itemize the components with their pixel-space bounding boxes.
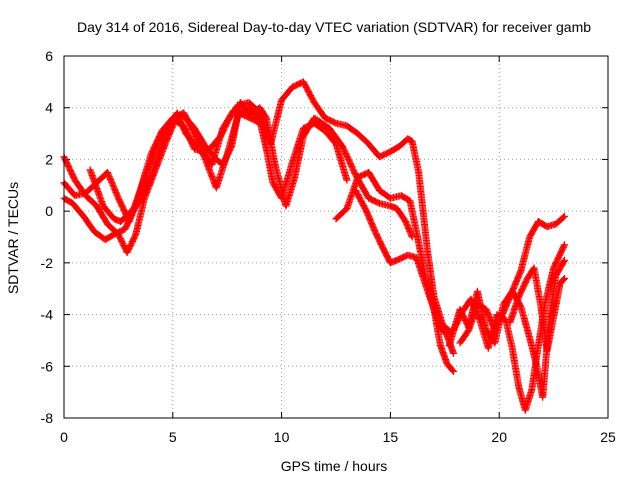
grid bbox=[64, 56, 608, 418]
y-axis-label: SDTVAR / TECUs bbox=[5, 182, 21, 294]
y-tick-label: 2 bbox=[45, 151, 53, 167]
series-track-4 bbox=[86, 99, 416, 241]
y-tick-label: 6 bbox=[45, 48, 53, 64]
data-point bbox=[561, 274, 568, 282]
chart-title: Day 314 of 2016, Sidereal Day-to-day VTE… bbox=[77, 19, 591, 35]
y-tick-label: -4 bbox=[41, 307, 54, 323]
x-tick-label: 20 bbox=[491, 429, 507, 445]
x-tick-label: 15 bbox=[383, 429, 399, 445]
x-tick-label: 0 bbox=[60, 429, 68, 445]
series-track-5 bbox=[332, 168, 457, 375]
x-axis-label: GPS time / hours bbox=[281, 458, 388, 474]
y-tick-label: 0 bbox=[45, 203, 53, 219]
data-point bbox=[450, 368, 457, 375]
x-tick-label: 25 bbox=[600, 429, 616, 445]
x-tick-label: 10 bbox=[274, 429, 290, 445]
data-points bbox=[60, 78, 568, 414]
data-point bbox=[560, 242, 568, 250]
data-point bbox=[343, 176, 351, 184]
y-tick-label: -6 bbox=[41, 358, 54, 374]
x-tick-label: 5 bbox=[169, 429, 177, 445]
axis-ticks: 0 5 10 15 20 25 -8 -6 -4 -2 0 2 4 6 bbox=[41, 48, 616, 445]
y-tick-label: -8 bbox=[41, 410, 54, 426]
plot-frame bbox=[63, 55, 609, 419]
series-track-10 bbox=[506, 264, 568, 355]
data-point bbox=[559, 213, 567, 221]
y-tick-label: -2 bbox=[41, 255, 54, 271]
data-point bbox=[560, 258, 568, 266]
series-track-6 bbox=[352, 187, 457, 357]
data-point bbox=[560, 275, 568, 283]
data-point bbox=[450, 349, 457, 357]
data-point bbox=[561, 212, 568, 220]
data-point bbox=[561, 256, 568, 264]
data-point bbox=[449, 366, 457, 374]
data-point bbox=[561, 241, 568, 249]
y-tick-label: 4 bbox=[45, 100, 53, 116]
